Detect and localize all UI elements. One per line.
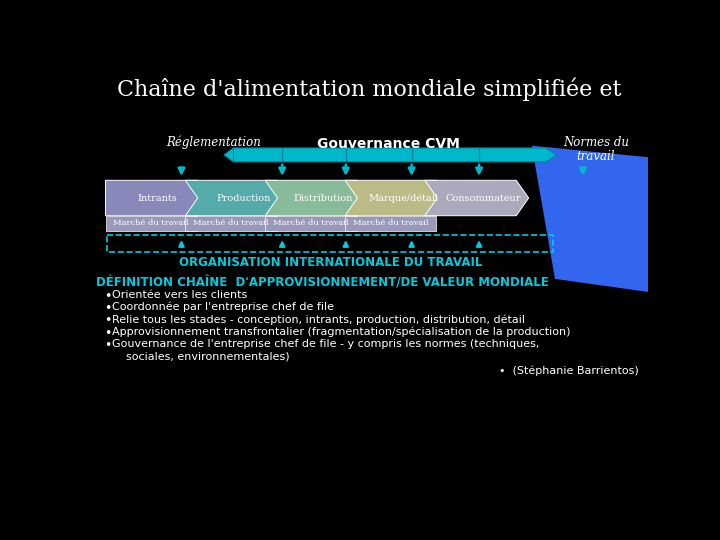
Text: Coordonnée par l'entreprise chef de file: Coordonnée par l'entreprise chef de file bbox=[112, 302, 333, 313]
Text: •: • bbox=[104, 314, 112, 327]
Polygon shape bbox=[265, 180, 369, 215]
Text: •: • bbox=[104, 339, 112, 352]
Text: •: • bbox=[104, 302, 112, 315]
Text: Distribution: Distribution bbox=[294, 193, 353, 202]
Text: Consommateur: Consommateur bbox=[445, 193, 521, 202]
Text: •: • bbox=[104, 327, 112, 340]
Text: Réglementation: Réglementation bbox=[166, 135, 261, 148]
Text: •: • bbox=[104, 289, 112, 302]
Polygon shape bbox=[265, 215, 356, 231]
Text: Production: Production bbox=[216, 193, 271, 202]
Text: Marché du travail: Marché du travail bbox=[273, 219, 348, 227]
Polygon shape bbox=[345, 180, 449, 215]
Text: •  (Stéphanie Barrientos): • (Stéphanie Barrientos) bbox=[499, 365, 639, 376]
Text: ORGANISATION INTERNATIONALE DU TRAVAIL: ORGANISATION INTERNATIONALE DU TRAVAIL bbox=[179, 256, 482, 269]
Text: Approvisionnement transfrontalier (fragmentation/spécialisation de la production: Approvisionnement transfrontalier (fragm… bbox=[112, 327, 570, 337]
Polygon shape bbox=[224, 148, 233, 162]
Polygon shape bbox=[233, 148, 557, 162]
Text: DÉFINITION CHAÎNE  D'APPROVISIONNEMENT/DE VALEUR MONDIALE: DÉFINITION CHAÎNE D'APPROVISIONNEMENT/DE… bbox=[96, 276, 549, 289]
Polygon shape bbox=[345, 215, 436, 231]
Text: Orientée vers les clients: Orientée vers les clients bbox=[112, 289, 247, 300]
Polygon shape bbox=[106, 215, 197, 231]
Text: Marché du travail: Marché du travail bbox=[114, 219, 189, 227]
Polygon shape bbox=[425, 180, 528, 215]
Text: Gouvernance CVM: Gouvernance CVM bbox=[317, 137, 460, 151]
Polygon shape bbox=[106, 180, 210, 215]
Text: Relie tous les stades - conception, intrants, production, distribution, détail: Relie tous les stades - conception, intr… bbox=[112, 314, 525, 325]
Text: Chaîne d'alimentation mondiale simplifiée et: Chaîne d'alimentation mondiale simplifié… bbox=[117, 78, 621, 101]
Polygon shape bbox=[532, 146, 648, 292]
Text: Marque/détail: Marque/détail bbox=[368, 193, 438, 202]
Text: sociales, environnementales): sociales, environnementales) bbox=[112, 351, 289, 361]
Text: Normes du
travail: Normes du travail bbox=[563, 136, 629, 164]
Text: Intrants: Intrants bbox=[138, 193, 177, 202]
Polygon shape bbox=[185, 215, 276, 231]
Polygon shape bbox=[185, 180, 289, 215]
Text: Gouvernance de l'entreprise chef de file - y compris les normes (techniques,: Gouvernance de l'entreprise chef de file… bbox=[112, 339, 539, 349]
Text: Marché du travail: Marché du travail bbox=[353, 219, 428, 227]
Text: Marché du travail: Marché du travail bbox=[193, 219, 269, 227]
